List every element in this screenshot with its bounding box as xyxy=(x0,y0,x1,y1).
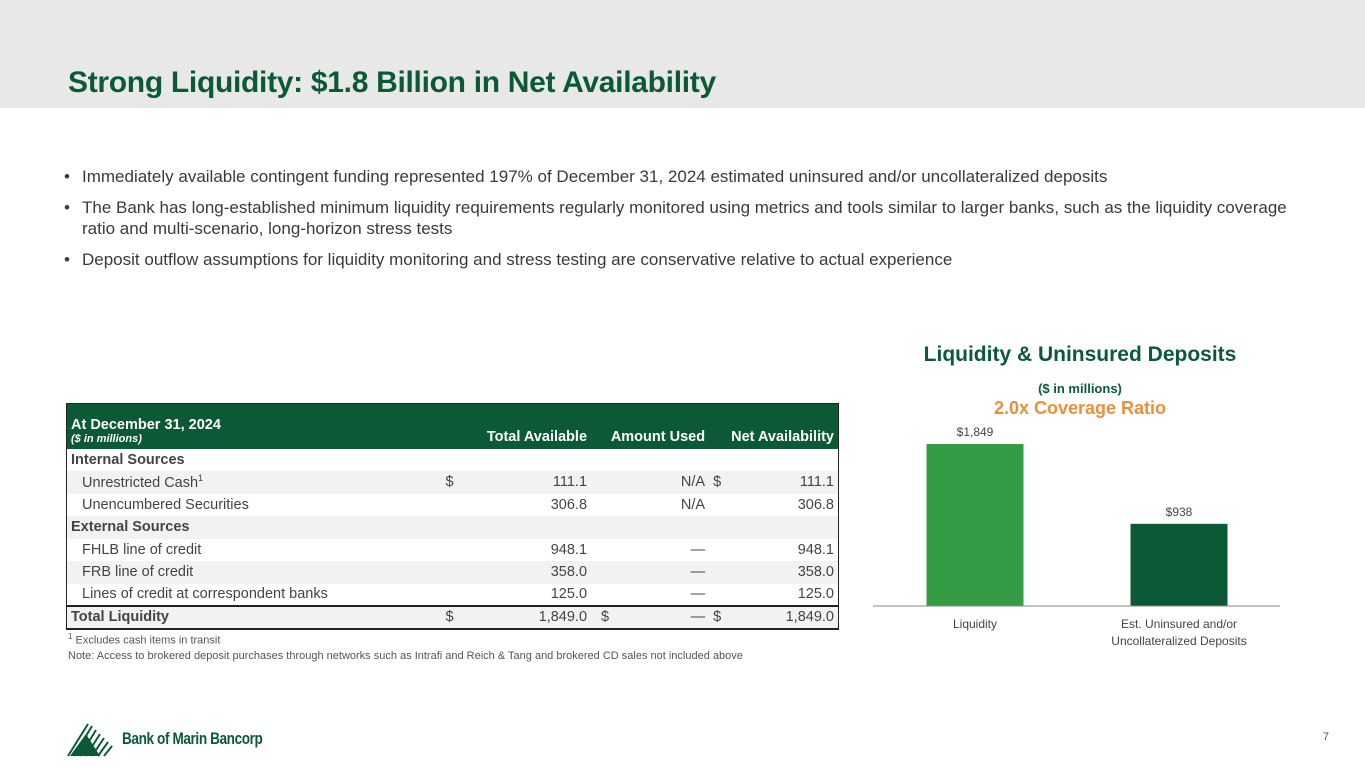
amount-used: N/A xyxy=(680,474,706,491)
bullet-list: Immediately available contingent funding… xyxy=(62,166,1302,280)
total-available: 948.1 xyxy=(550,541,588,558)
mountain-logo-icon xyxy=(67,723,113,757)
page-title: Strong Liquidity: $1.8 Billion in Net Av… xyxy=(68,66,716,99)
bullet-item: The Bank has long-established minimum li… xyxy=(62,197,1302,239)
bar-chart: $1,849 Liquidity $938 Est. Uninsured and/or… xyxy=(873,425,1280,648)
row-label: FRB line of credit xyxy=(82,564,194,581)
net-availability: 306.8 xyxy=(797,496,834,513)
category-label: Liquidity xyxy=(953,617,997,631)
data-label: $938 xyxy=(1166,505,1193,519)
dollar-sign xyxy=(709,584,729,607)
category-label: Uncollateralized Deposits xyxy=(1111,634,1246,648)
row-label: Unrestricted Cash1 xyxy=(82,473,204,492)
section-label: Internal Sources xyxy=(71,451,185,468)
dollar-sign xyxy=(442,539,462,562)
table-row: Unencumbered Securities 306.8 N/A 306.8 xyxy=(67,494,839,517)
dollar-sign: $ xyxy=(445,609,454,626)
table-header: At December 31, 2024 ($ in millions) Tota… xyxy=(66,403,839,449)
dollar-sign xyxy=(709,494,729,517)
dollar-sign: $ xyxy=(601,609,610,626)
chart-title: Liquidity & Uninsured Deposits xyxy=(923,343,1237,366)
dollar-sign: $ xyxy=(713,609,722,626)
amount-used: — xyxy=(690,564,706,581)
section-row: External Sources xyxy=(66,516,839,539)
header-date: At December 31, 2024 ($ in millions) xyxy=(71,416,221,445)
note: Note: Access to brokered deposit purchas… xyxy=(68,650,743,662)
total-available: 306.8 xyxy=(550,496,588,513)
col-net-availability: Net Availability xyxy=(731,428,834,445)
total-row: Total Liquidity $ 1,849.0 $ — $ 1,849.0 xyxy=(66,606,839,629)
net-availability: 125.0 xyxy=(797,586,834,603)
chart-subtitle: ($ in millions) xyxy=(1038,381,1122,396)
net-availability: 358.0 xyxy=(797,564,834,581)
amount-used: N/A xyxy=(680,496,706,513)
col-amount-used: Amount Used xyxy=(610,428,706,445)
total-available: 111.1 xyxy=(552,474,588,491)
footnote: 1 Excludes cash items in transit xyxy=(68,632,221,647)
amount-used: — xyxy=(690,541,706,558)
data-label: $1,849 xyxy=(957,425,994,439)
total-available: 125.0 xyxy=(550,586,588,603)
brand-logo: Bank of Marin Bancorp xyxy=(66,720,298,758)
header-band xyxy=(0,0,1365,108)
bar xyxy=(926,444,1024,606)
table-row: FHLB line of credit 948.1 — 948.1 xyxy=(67,539,839,562)
amount-used: — xyxy=(690,586,706,603)
col-total-available: Total Available xyxy=(486,428,588,445)
section-row: Internal Sources xyxy=(67,449,839,472)
bullet-item: Deposit outflow assumptions for liquidit… xyxy=(62,249,1302,270)
table-row: FRB line of credit 358.0 — 358.0 xyxy=(66,561,839,584)
row-label: FHLB line of credit xyxy=(82,541,202,558)
section-label: External Sources xyxy=(71,519,190,536)
dollar-sign: $ xyxy=(445,474,454,491)
row-label: Lines of credit at correspondent banks xyxy=(82,586,328,603)
category-label: Est. Uninsured and/or xyxy=(1121,617,1237,631)
dollar-sign xyxy=(709,539,729,562)
dollar-sign: $ xyxy=(713,474,722,491)
row-label: Unencumbered Securities xyxy=(82,496,249,513)
bullet-item: Immediately available contingent funding… xyxy=(62,166,1302,187)
table-row: Lines of credit at correspondent banks 1… xyxy=(67,584,839,607)
liquidity-table: At December 31, 2024 ($ in millions) Tota… xyxy=(66,403,839,630)
dollar-sign xyxy=(442,584,462,607)
row-label: Total Liquidity xyxy=(71,609,169,626)
total-available: 1,849.0 xyxy=(538,609,588,626)
net-availability: 1,849.0 xyxy=(785,609,834,626)
coverage-ratio: 2.0x Coverage Ratio xyxy=(993,398,1167,418)
table-row: Unrestricted Cash1 $ 111.1 N/A $ 111.1 xyxy=(66,471,839,494)
dollar-sign xyxy=(709,561,729,584)
dollar-sign xyxy=(442,561,462,584)
total-available: 358.0 xyxy=(550,564,588,581)
dollar-sign xyxy=(442,494,462,517)
brand-name: Bank of Marin Bancorp xyxy=(122,729,263,748)
page-number: 7 xyxy=(1322,731,1329,743)
net-availability: 111.1 xyxy=(799,474,834,491)
bar xyxy=(1130,523,1228,606)
net-availability: 948.1 xyxy=(797,541,834,558)
amount-used: — xyxy=(690,609,706,626)
